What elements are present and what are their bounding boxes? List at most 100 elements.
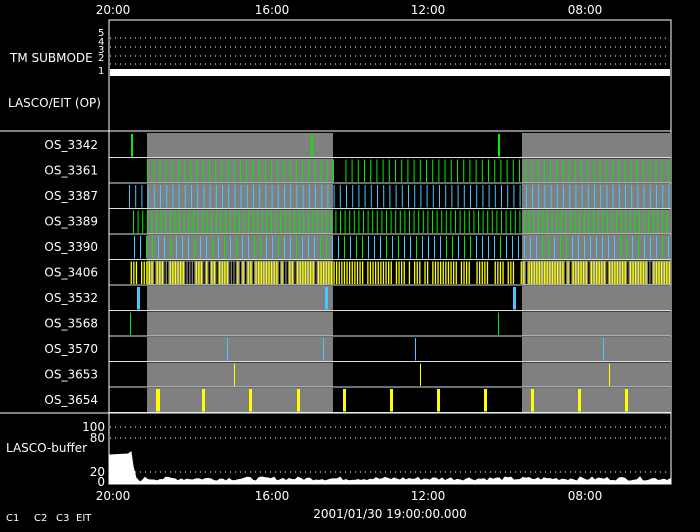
observation-mark xyxy=(276,261,278,284)
observation-mark xyxy=(159,159,161,182)
observation-mark xyxy=(442,261,444,284)
observation-mark xyxy=(166,185,168,208)
observation-mark xyxy=(593,210,594,233)
observation-mark xyxy=(364,159,365,182)
observation-mark xyxy=(208,261,210,284)
observation-mark xyxy=(494,185,496,208)
observation-mark xyxy=(375,261,377,284)
observation-mark xyxy=(564,261,567,284)
observation-mark xyxy=(484,389,487,412)
row-label: OS_3389 xyxy=(44,215,98,229)
observation-mark xyxy=(352,185,354,208)
buffer-panel: LASCO-buffer 100 80 20 0 xyxy=(0,412,671,489)
observation-mark xyxy=(130,312,131,335)
shade-span xyxy=(522,311,670,336)
observation-mark xyxy=(374,236,375,259)
observation-mark xyxy=(368,236,369,259)
observation-mark xyxy=(182,236,183,259)
observation-mark xyxy=(148,261,151,284)
observation-mark xyxy=(383,185,385,208)
observation-mark xyxy=(445,210,447,233)
observation-mark xyxy=(599,159,601,182)
observation-mark xyxy=(575,261,577,284)
observation-mark xyxy=(190,159,192,182)
observation-mark xyxy=(372,261,374,284)
observation-mark xyxy=(345,159,347,182)
observation-mark xyxy=(432,185,434,208)
observation-mark xyxy=(169,261,171,284)
observation-mark xyxy=(482,185,484,208)
observation-mark xyxy=(240,185,242,208)
observation-mark xyxy=(579,210,581,233)
observation-mark xyxy=(550,185,552,208)
observation-mark xyxy=(188,236,189,259)
observation-mark xyxy=(133,210,134,233)
observation-mark xyxy=(284,236,285,259)
observation-mark xyxy=(601,261,603,284)
bottom-tick-label: 16:00 xyxy=(255,489,290,503)
tm-level-label: 1 xyxy=(98,66,104,77)
observation-mark xyxy=(320,236,321,259)
observation-mark xyxy=(602,210,604,233)
observation-mark xyxy=(248,236,249,259)
observation-mark xyxy=(459,210,461,233)
observation-mark xyxy=(560,236,561,259)
observation-mark xyxy=(584,236,585,259)
observation-mark xyxy=(147,185,149,208)
observation-mark xyxy=(194,236,195,259)
observation-mark xyxy=(563,185,564,208)
observation-mark xyxy=(512,236,513,259)
observation-mark xyxy=(627,261,629,284)
observation-mark xyxy=(346,261,348,284)
buffer-trace xyxy=(109,451,671,485)
observation-mark xyxy=(227,159,229,182)
observation-mark xyxy=(245,261,247,284)
observation-mark xyxy=(542,210,544,233)
observation-mark xyxy=(395,185,397,208)
observation-mark xyxy=(382,261,385,284)
observation-mark xyxy=(364,261,366,284)
observation-mark xyxy=(314,159,316,182)
observation-mark xyxy=(457,159,458,182)
observation-mark xyxy=(569,185,571,208)
observation-mark xyxy=(501,210,502,233)
observation-mark xyxy=(537,210,539,233)
observation-mark xyxy=(302,185,304,208)
observation-mark xyxy=(581,185,583,208)
observation-mark xyxy=(577,261,580,284)
observation-mark xyxy=(225,210,226,233)
observation-mark xyxy=(320,159,322,182)
observation-mark xyxy=(248,210,249,233)
observation-mark xyxy=(481,261,483,284)
observation-mark xyxy=(546,261,548,284)
tm-submode-bar xyxy=(110,69,670,76)
os-row-os-3654: OS_3654 xyxy=(44,388,671,413)
observation-mark xyxy=(325,261,327,284)
observation-mark xyxy=(554,236,555,259)
observation-mark xyxy=(426,185,428,208)
observation-mark xyxy=(524,236,525,259)
observation-mark xyxy=(275,210,277,233)
observation-mark xyxy=(653,261,655,284)
observation-mark xyxy=(388,261,390,284)
observation-mark xyxy=(403,261,405,284)
observation-mark xyxy=(401,261,403,284)
observation-mark xyxy=(249,389,252,412)
tm-submode-panel: TM SUBMODE 5 4 3 2 1 xyxy=(9,28,670,77)
observation-mark xyxy=(428,236,429,259)
observation-mark xyxy=(422,236,423,259)
observation-mark xyxy=(344,236,345,259)
observation-mark xyxy=(180,261,182,284)
shade-span xyxy=(522,286,670,311)
observation-mark xyxy=(156,210,157,233)
lasco-eit-label: LASCO/EIT (OP) xyxy=(8,96,101,110)
observation-mark xyxy=(638,236,639,259)
legend-c1: C1 xyxy=(6,513,19,524)
observation-mark xyxy=(515,261,517,284)
observation-mark xyxy=(357,159,359,182)
observation-mark xyxy=(476,185,478,208)
observation-mark xyxy=(265,185,267,208)
observation-mark xyxy=(519,210,521,233)
observation-mark xyxy=(135,261,138,284)
observation-mark xyxy=(491,210,493,233)
